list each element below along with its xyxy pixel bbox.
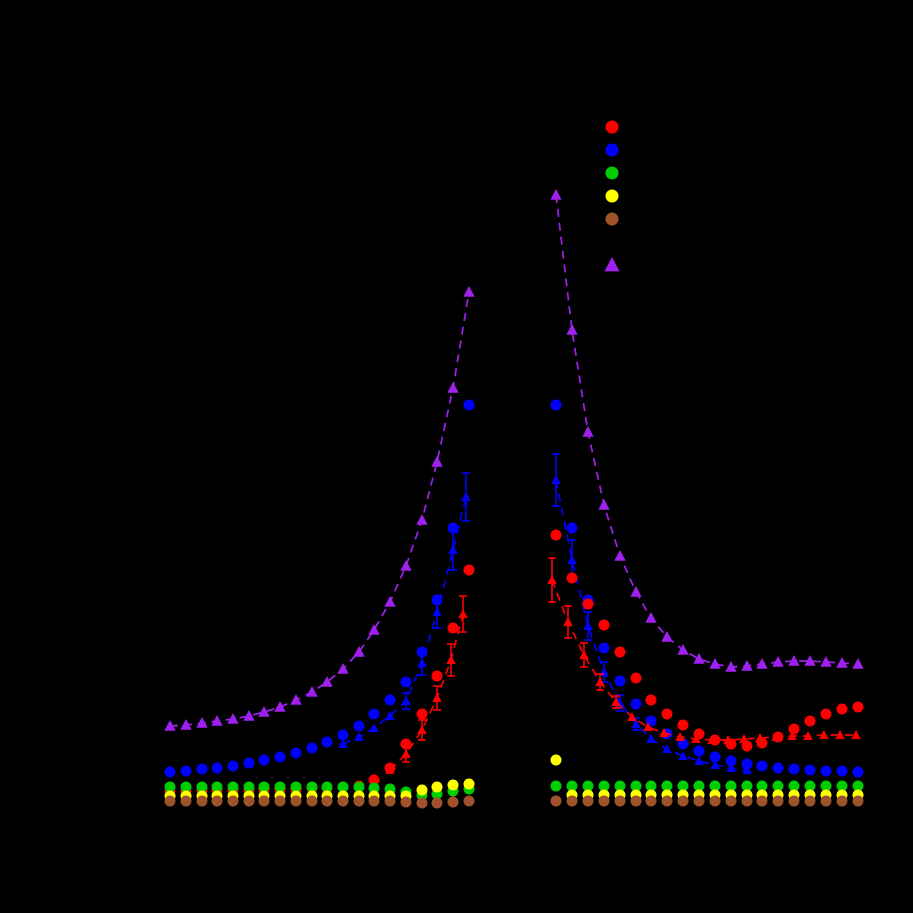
series-brown-points-right bbox=[550, 795, 864, 807]
legend-marker bbox=[605, 189, 619, 203]
legend-marker bbox=[605, 166, 619, 180]
legend-marker bbox=[605, 143, 619, 157]
plot-series bbox=[164, 189, 864, 809]
series-blue-fit-left bbox=[338, 472, 471, 748]
series-red-fit-right bbox=[547, 557, 861, 744]
legend-marker bbox=[604, 257, 620, 272]
series-purple-dashed-left bbox=[164, 286, 475, 731]
legend bbox=[604, 120, 620, 272]
series-red-fit-left bbox=[385, 595, 468, 774]
series-green-points-right bbox=[550, 780, 864, 792]
series-purple-dashed-right bbox=[550, 189, 864, 672]
series-brown-points-left bbox=[164, 795, 475, 809]
legend-marker bbox=[605, 120, 619, 134]
legend-marker bbox=[605, 212, 619, 226]
